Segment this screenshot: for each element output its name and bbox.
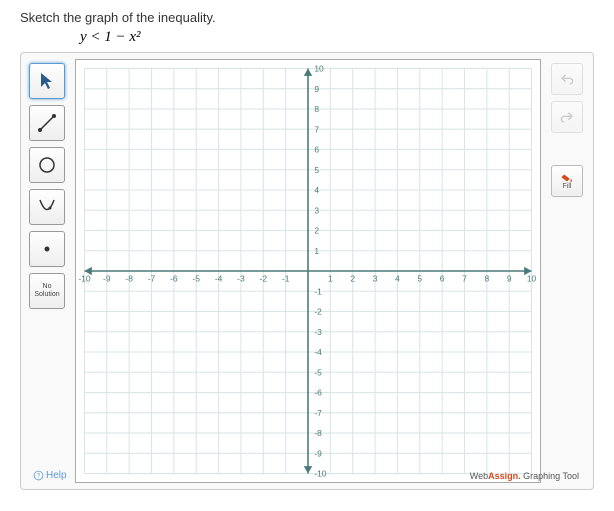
svg-text:-5: -5	[314, 367, 322, 377]
fill-button[interactable]: Fill	[551, 165, 583, 197]
parabola-icon	[37, 197, 57, 217]
canvas-wrap: -10 -9 -8 -7 -6 -5 -4 -3 -2 -1 1 2 3 4 5 6 7 8 9 10 -10 -9 -8 -…	[75, 59, 541, 483]
svg-text:4: 4	[395, 274, 400, 284]
svg-text:-9: -9	[314, 448, 322, 458]
svg-text:8: 8	[485, 274, 490, 284]
fill-icon	[560, 173, 574, 183]
svg-text:3: 3	[314, 205, 319, 215]
svg-text:-4: -4	[215, 274, 223, 284]
help-link[interactable]: ? Help	[33, 470, 67, 481]
svg-text:-1: -1	[282, 274, 290, 284]
pointer-tool-button[interactable]	[29, 63, 65, 99]
help-text: Help	[46, 470, 67, 481]
svg-text:7: 7	[314, 124, 319, 134]
svg-text:-8: -8	[125, 274, 133, 284]
svg-text:1: 1	[328, 274, 333, 284]
graphing-tool-frame: NoSolution -10 -9 -8 -7 -6 -5 -4 -3 -2 -1 1 2 3 4 5 6 7 8…	[20, 52, 594, 490]
svg-text:?: ?	[37, 474, 41, 480]
svg-text:1: 1	[314, 246, 319, 256]
prompt-text: Sketch the graph of the inequality.	[20, 10, 594, 25]
svg-text:-7: -7	[314, 408, 322, 418]
brand-prefix: Web	[470, 471, 488, 481]
svg-text:2: 2	[314, 226, 319, 236]
svg-text:-10: -10	[314, 469, 326, 479]
line-icon	[37, 113, 57, 133]
svg-text:10: 10	[527, 274, 537, 284]
parabola-tool-button[interactable]	[29, 189, 65, 225]
svg-text:3: 3	[373, 274, 378, 284]
svg-text:10: 10	[314, 64, 324, 74]
svg-text:-8: -8	[314, 428, 322, 438]
svg-text:-2: -2	[314, 307, 322, 317]
svg-text:-10: -10	[78, 274, 90, 284]
svg-text:-5: -5	[192, 274, 200, 284]
svg-text:-1: -1	[314, 286, 322, 296]
circle-icon	[37, 155, 57, 175]
svg-text:-6: -6	[170, 274, 178, 284]
brand-accent: Assign.	[488, 471, 521, 481]
no-solution-button[interactable]: NoSolution	[29, 273, 65, 309]
svg-text:-3: -3	[314, 327, 322, 337]
no-solution-l2: Solution	[34, 291, 59, 298]
svg-text:-7: -7	[148, 274, 156, 284]
pointer-icon	[37, 71, 57, 91]
svg-text:9: 9	[507, 274, 512, 284]
redo-button[interactable]	[551, 101, 583, 133]
svg-text:4: 4	[314, 185, 319, 195]
brand-label: WebAssign. Graphing Tool	[470, 471, 579, 481]
undo-button[interactable]	[551, 63, 583, 95]
line-tool-button[interactable]	[29, 105, 65, 141]
svg-text:-6: -6	[314, 388, 322, 398]
svg-text:-4: -4	[314, 347, 322, 357]
svg-text:6: 6	[440, 274, 445, 284]
help-icon: ?	[33, 470, 44, 481]
svg-text:-2: -2	[260, 274, 268, 284]
circle-tool-button[interactable]	[29, 147, 65, 183]
redo-icon	[560, 110, 574, 124]
svg-text:2: 2	[350, 274, 355, 284]
svg-text:8: 8	[314, 104, 319, 114]
svg-text:-9: -9	[103, 274, 111, 284]
fill-label: Fill	[563, 183, 572, 190]
svg-text:-3: -3	[237, 274, 245, 284]
point-icon	[37, 239, 57, 259]
no-solution-l1: No	[43, 283, 52, 290]
svg-text:6: 6	[314, 145, 319, 155]
undo-icon	[560, 72, 574, 86]
svg-text:9: 9	[314, 84, 319, 94]
left-toolbar: NoSolution	[27, 59, 69, 483]
brand-suffix: Graphing Tool	[521, 471, 579, 481]
svg-text:5: 5	[417, 274, 422, 284]
svg-text:7: 7	[462, 274, 467, 284]
svg-text:5: 5	[314, 165, 319, 175]
point-tool-button[interactable]	[29, 231, 65, 267]
right-toolbar: Fill	[547, 59, 587, 483]
equation-text: y < 1 − x²	[80, 29, 594, 46]
graph-canvas[interactable]: -10 -9 -8 -7 -6 -5 -4 -3 -2 -1 1 2 3 4 5 6 7 8 9 10 -10 -9 -8 -…	[75, 59, 541, 483]
